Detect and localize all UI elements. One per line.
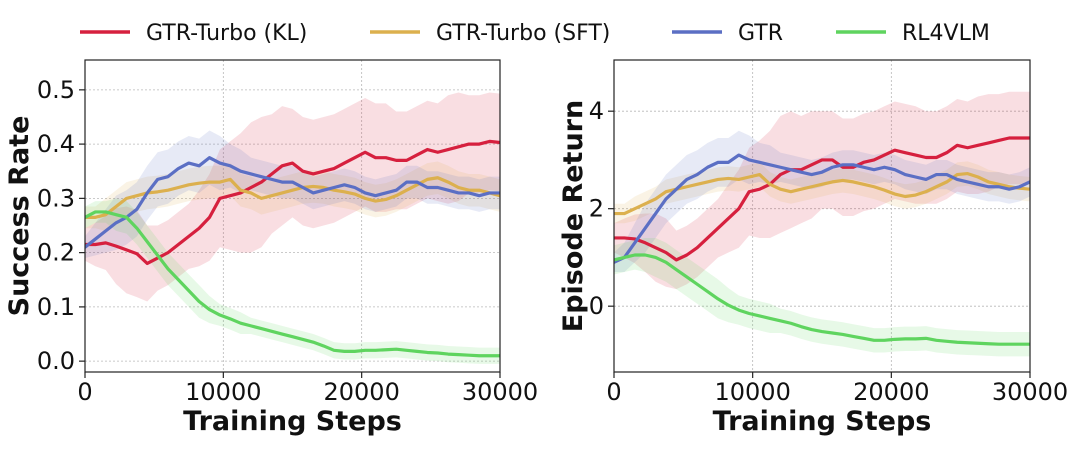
y-tick-label: 0.3 xyxy=(37,184,75,212)
x-tick-label: 10000 xyxy=(714,378,790,406)
band-rl4vlm xyxy=(85,198,500,364)
series-line-gtr xyxy=(85,156,500,249)
success-rate-chart: 0 10000 20000 30000 0.0 0.1 0.2 0.3 0.4 0.5 Traini… xyxy=(4,59,538,437)
y-tick-label: 0 xyxy=(589,292,604,320)
confidence-bands xyxy=(85,92,500,364)
success-rate-x-axis-label: Training Steps xyxy=(183,406,402,437)
series-line-gtr-turbo-sft xyxy=(85,176,500,219)
band-rl4vlm xyxy=(614,237,1030,357)
x-tick-label: 20000 xyxy=(853,378,929,406)
band-gtr-turbo-kl xyxy=(614,91,1030,290)
x-tick-label: 30000 xyxy=(462,378,538,406)
x-tick-label: 0 xyxy=(606,378,621,406)
axes: 0 10000 20000 30000 0 2 4 xyxy=(589,97,1068,406)
y-tick-label: 0.4 xyxy=(37,130,75,158)
confidence-bands xyxy=(614,91,1030,357)
episode-return-chart: 0 10000 20000 30000 0 2 4 Training Steps Episode… xyxy=(558,59,1068,437)
y-tick-label: 0.0 xyxy=(37,347,75,375)
series-lines xyxy=(614,136,1030,346)
series-line-gtr xyxy=(614,153,1030,264)
legend-label: GTR-Turbo (SFT) xyxy=(436,21,610,46)
series-line-gtr-turbo-sft xyxy=(614,171,1030,216)
legend-entry-gtr: GTR xyxy=(672,21,783,46)
series-line-gtr-turbo-kl xyxy=(85,139,500,266)
x-tick-label: 0 xyxy=(77,378,92,406)
y-tick-label: 0.5 xyxy=(37,76,75,104)
legend-entry-rl4vlm: RL4VLM xyxy=(836,21,990,46)
legend-entry-gtr-turbo-kl: GTR-Turbo (KL) xyxy=(80,21,307,46)
y-tick-label: 0.1 xyxy=(37,293,75,321)
series-lines xyxy=(85,139,500,358)
y-tick-label: 2 xyxy=(589,195,604,223)
series-line-rl4vlm xyxy=(85,210,500,358)
band-gtr-turbo-sft xyxy=(614,161,1030,224)
legend-label: GTR-Turbo (KL) xyxy=(146,21,307,46)
legend-label: RL4VLM xyxy=(902,21,990,46)
series-line-gtr-turbo-kl xyxy=(614,136,1030,262)
axes: 0 10000 20000 30000 0.0 0.1 0.2 0.3 0.4 0.5 xyxy=(37,76,538,406)
y-tick-label: 0.2 xyxy=(37,239,75,267)
legend-label: GTR xyxy=(738,21,783,46)
band-gtr-turbo-sft xyxy=(85,161,500,231)
x-tick-label: 20000 xyxy=(323,378,399,406)
episode-return-y-axis-label: Episode Return xyxy=(558,100,589,332)
band-gtr xyxy=(614,130,1030,273)
success-rate-y-axis-label: Success Rate xyxy=(4,116,35,317)
legend-entry-gtr-turbo-sft: GTR-Turbo (SFT) xyxy=(370,21,610,46)
series-line-rl4vlm xyxy=(614,253,1030,346)
x-tick-label: 10000 xyxy=(185,378,261,406)
band-gtr-turbo-kl xyxy=(85,92,500,302)
x-tick-label: 30000 xyxy=(992,378,1068,406)
y-tick-label: 4 xyxy=(589,97,604,125)
plot-frame xyxy=(84,59,501,373)
plot-frame xyxy=(613,59,1031,373)
episode-return-x-axis-label: Training Steps xyxy=(713,406,932,437)
legend: GTR-Turbo (KL) GTR-Turbo (SFT) GTR RL4VLM xyxy=(80,21,990,46)
